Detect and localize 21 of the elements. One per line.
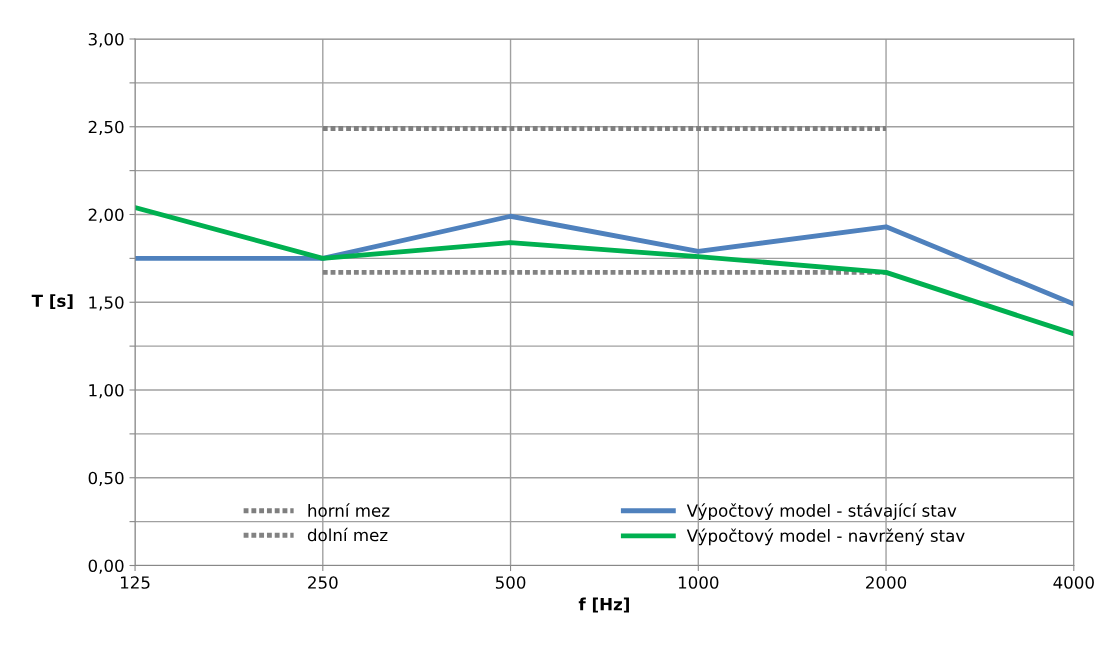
line-series xyxy=(135,213,1074,307)
legend-label: Výpočtový model - navržený stav xyxy=(686,528,965,546)
x-tick-label: 2000 xyxy=(866,576,907,589)
x-tick-label: 125 xyxy=(120,576,150,589)
y-tick-label: 3,00 xyxy=(88,32,124,48)
x-tick-label: 250 xyxy=(308,576,338,589)
legend-label: horní mez xyxy=(308,503,390,517)
y-tick-label: 1,00 xyxy=(89,383,124,399)
x-axis-title: f [Hz] xyxy=(578,597,629,613)
x-tick-label: 1000 xyxy=(678,576,719,589)
y-tick-label: 2,00 xyxy=(88,208,124,223)
legend-label: dolní mez xyxy=(307,527,388,542)
y-tick-label: 1,50 xyxy=(89,296,124,311)
y-tick-label: 0,50 xyxy=(88,471,124,487)
legend-label: Výpočtový model - stávající stav xyxy=(686,503,957,521)
y-tick-label: 2,50 xyxy=(88,120,124,136)
y-tick-label: 0,00 xyxy=(88,559,124,574)
x-tick-label: 500 xyxy=(495,576,526,589)
y-axis-title: T [s] xyxy=(31,294,73,310)
line-series xyxy=(135,205,1074,337)
x-tick-label: 4000 xyxy=(1053,576,1094,589)
